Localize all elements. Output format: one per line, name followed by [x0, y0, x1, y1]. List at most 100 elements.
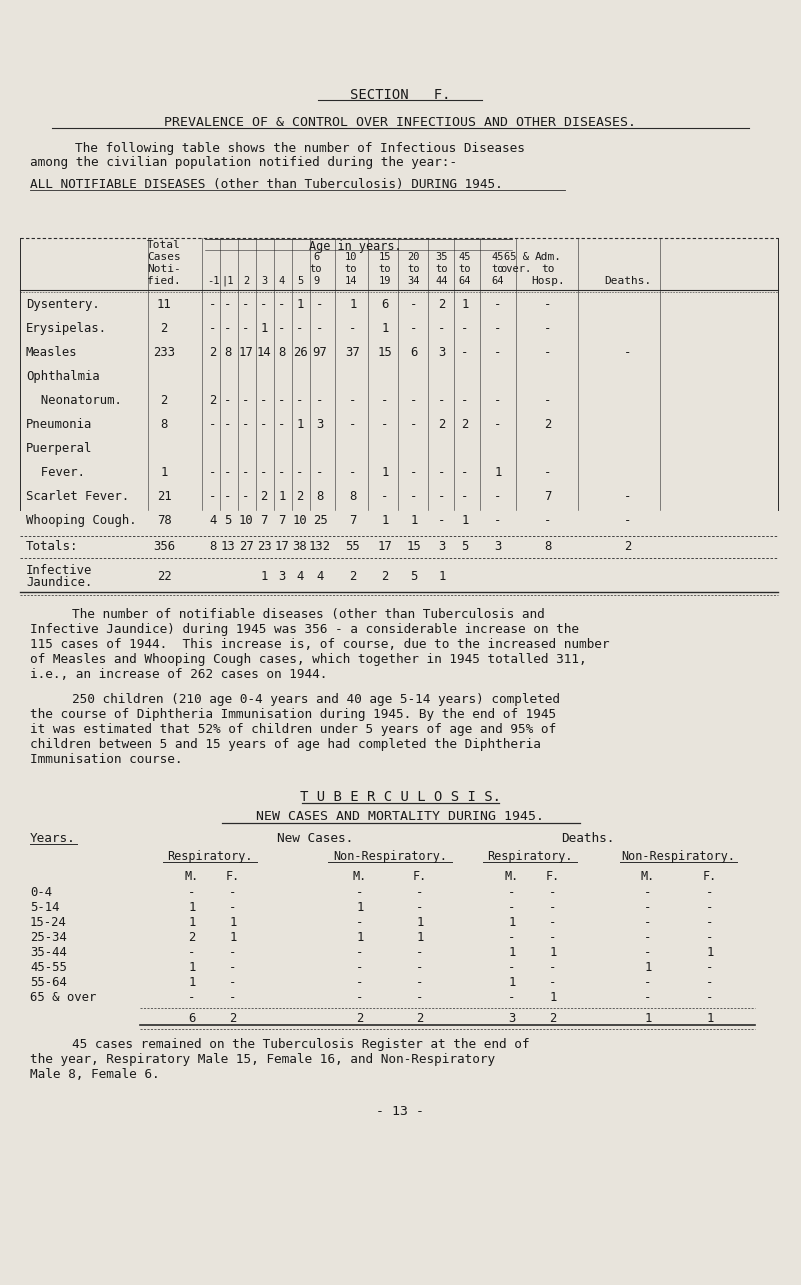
Text: 2: 2 — [260, 490, 268, 502]
Text: 356: 356 — [153, 540, 175, 553]
Text: 132: 132 — [309, 540, 331, 553]
Text: -: - — [461, 490, 469, 502]
Text: -: - — [410, 323, 417, 335]
Text: to: to — [492, 263, 505, 274]
Text: 250 children (210 age 0-4 years and 40 age 5-14 years) completed: 250 children (210 age 0-4 years and 40 a… — [72, 693, 560, 705]
Text: -: - — [243, 394, 250, 407]
Text: Neonatorum.: Neonatorum. — [26, 394, 122, 407]
Text: 1: 1 — [381, 514, 388, 527]
Text: -: - — [356, 977, 364, 989]
Text: 2: 2 — [296, 490, 304, 502]
Text: -: - — [229, 961, 236, 974]
Text: -: - — [494, 490, 501, 502]
Text: 11: 11 — [157, 298, 171, 311]
Text: 1: 1 — [509, 916, 516, 929]
Text: 1: 1 — [381, 466, 388, 479]
Text: 2: 2 — [417, 1013, 424, 1025]
Text: 2: 2 — [624, 540, 632, 553]
Text: 25-34: 25-34 — [30, 932, 66, 944]
Text: 34: 34 — [408, 276, 421, 287]
Text: Whooping Cough.: Whooping Cough. — [26, 514, 137, 527]
Text: -: - — [417, 901, 424, 914]
Text: -: - — [209, 490, 217, 502]
Text: 1: 1 — [188, 901, 195, 914]
Text: 1: 1 — [494, 466, 501, 479]
Text: 1: 1 — [260, 571, 268, 583]
Text: -: - — [494, 514, 501, 527]
Text: 10: 10 — [344, 252, 357, 262]
Text: -: - — [229, 885, 236, 899]
Text: 1: 1 — [706, 946, 714, 959]
Text: -: - — [417, 885, 424, 899]
Text: 2: 2 — [545, 418, 552, 430]
Text: -: - — [278, 298, 286, 311]
Text: -: - — [644, 932, 652, 944]
Text: 3: 3 — [509, 1013, 516, 1025]
Text: NEW CASES AND MORTALITY DURING 1945.: NEW CASES AND MORTALITY DURING 1945. — [256, 810, 544, 822]
Text: -: - — [188, 991, 195, 1004]
Text: -: - — [410, 298, 417, 311]
Text: Ophthalmia: Ophthalmia — [26, 370, 100, 383]
Text: 2: 2 — [356, 1013, 364, 1025]
Text: -: - — [545, 466, 552, 479]
Text: Erysipelas.: Erysipelas. — [26, 323, 107, 335]
Text: -: - — [644, 885, 652, 899]
Text: M.: M. — [505, 870, 519, 883]
Text: -: - — [278, 394, 286, 407]
Text: 2: 2 — [188, 932, 195, 944]
Text: -: - — [316, 323, 324, 335]
Text: 20: 20 — [408, 252, 421, 262]
Text: -: - — [494, 323, 501, 335]
Text: -: - — [545, 323, 552, 335]
Text: 1: 1 — [188, 916, 195, 929]
Text: 23: 23 — [256, 540, 272, 553]
Text: -: - — [706, 932, 714, 944]
Text: -: - — [706, 961, 714, 974]
Text: 1: 1 — [188, 961, 195, 974]
Text: 65 & over: 65 & over — [30, 991, 96, 1004]
Text: 78: 78 — [157, 514, 171, 527]
Text: 1: 1 — [229, 916, 236, 929]
Text: -: - — [545, 514, 552, 527]
Text: -: - — [494, 418, 501, 430]
Text: 1: 1 — [417, 916, 424, 929]
Text: 2: 2 — [438, 298, 445, 311]
Text: 35: 35 — [436, 252, 449, 262]
Text: it was estimated that 52% of children under 5 years of age and 95% of: it was estimated that 52% of children un… — [30, 723, 556, 736]
Text: -: - — [209, 298, 217, 311]
Text: -: - — [545, 394, 552, 407]
Text: -: - — [224, 418, 231, 430]
Text: -: - — [356, 946, 364, 959]
Text: -: - — [438, 514, 445, 527]
Text: 1: 1 — [356, 932, 364, 944]
Text: -: - — [461, 466, 469, 479]
Text: 9: 9 — [313, 276, 319, 287]
Text: 38: 38 — [292, 540, 308, 553]
Text: -1: -1 — [207, 276, 219, 287]
Text: 22: 22 — [157, 571, 171, 583]
Text: -: - — [438, 490, 445, 502]
Text: 6: 6 — [188, 1013, 195, 1025]
Text: 14: 14 — [344, 276, 357, 287]
Text: -: - — [624, 514, 632, 527]
Text: to: to — [436, 263, 449, 274]
Text: 5-14: 5-14 — [30, 901, 59, 914]
Text: 44: 44 — [436, 276, 449, 287]
Text: to: to — [344, 263, 357, 274]
Text: -: - — [545, 298, 552, 311]
Text: 65 &: 65 & — [504, 252, 529, 262]
Text: -: - — [706, 991, 714, 1004]
Text: F.: F. — [545, 870, 560, 883]
Text: 3: 3 — [316, 418, 324, 430]
Text: Male 8, Female 6.: Male 8, Female 6. — [30, 1068, 159, 1081]
Text: -: - — [229, 977, 236, 989]
Text: among the civilian population notified during the year:-: among the civilian population notified d… — [30, 155, 457, 170]
Text: 1: 1 — [509, 946, 516, 959]
Text: 3: 3 — [494, 540, 501, 553]
Text: fied.: fied. — [147, 276, 181, 287]
Text: 1: 1 — [461, 514, 469, 527]
Text: 45: 45 — [492, 252, 505, 262]
Text: -: - — [296, 323, 304, 335]
Text: to: to — [379, 263, 391, 274]
Text: M.: M. — [185, 870, 199, 883]
